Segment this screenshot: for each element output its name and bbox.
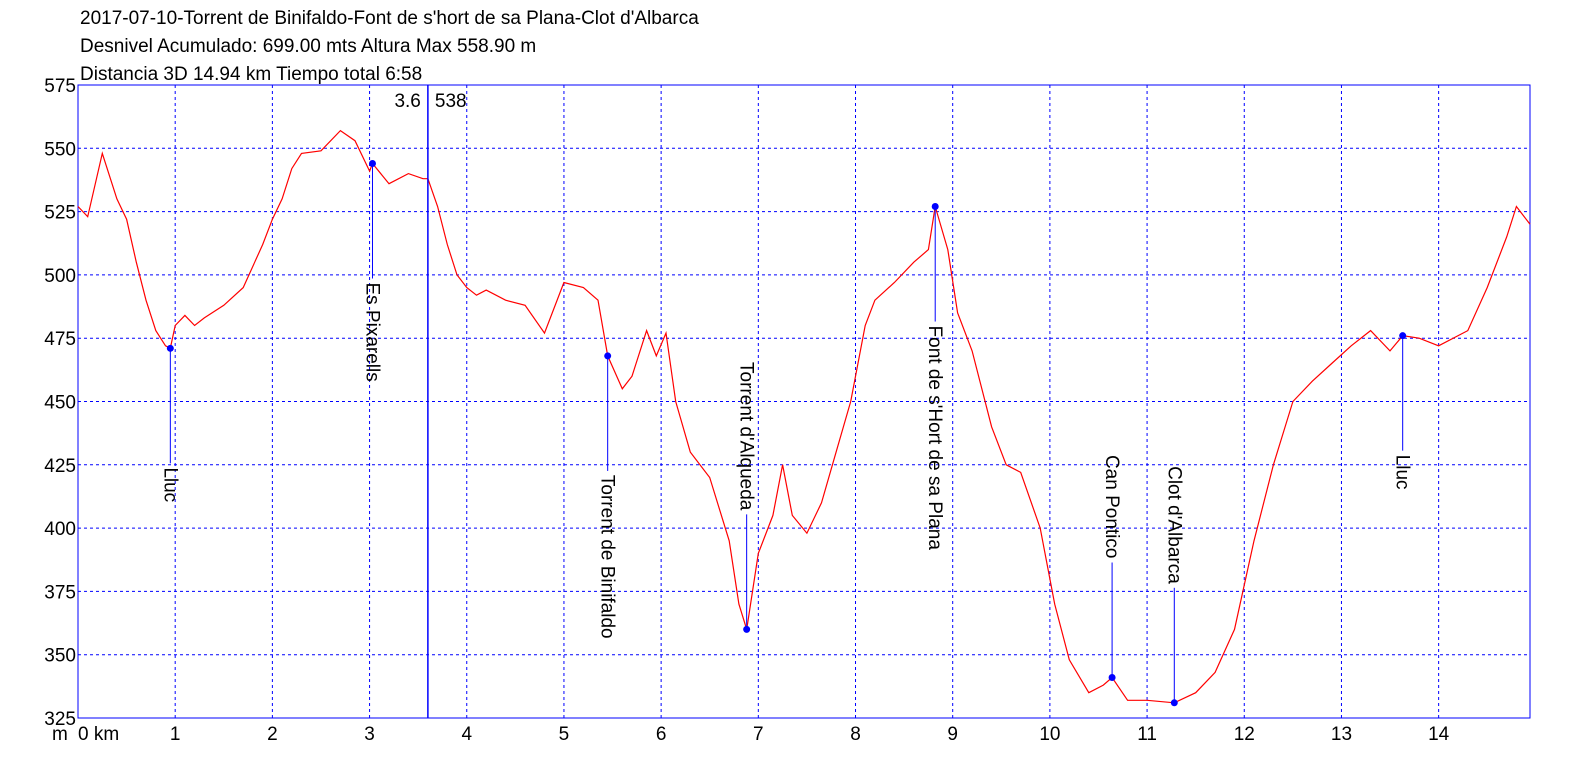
waypoint-label: Can Pontico (1101, 455, 1122, 559)
x-tick-label: 5 (559, 724, 570, 745)
waypoint-marker (1170, 699, 1178, 707)
x-tick-label: 0 km (78, 724, 119, 745)
title-line: Distancia 3D 14.94 km Tiempo total 6:58 (80, 64, 422, 85)
y-tick-label: 550 (44, 139, 76, 160)
waypoint-marker (1108, 673, 1116, 681)
y-tick-label: 525 (44, 203, 76, 224)
x-tick-label: 4 (461, 724, 472, 745)
x-tick-label: 11 (1137, 724, 1157, 745)
title-line: Desnivel Acumulado: 699.00 mts Altura Ma… (80, 36, 536, 57)
plot-frame (77, 84, 1531, 719)
x-tick-label: 8 (850, 724, 861, 745)
y-tick-label: 325 (44, 709, 76, 730)
x-tick-label: 6 (656, 724, 667, 745)
waypoint-label: Lluc (159, 467, 180, 502)
waypoint-label: Font de s'Hort de sa Plana (924, 326, 945, 551)
y-tick-label: 400 (44, 519, 76, 540)
y-tick-label: 425 (44, 456, 76, 477)
y-tick-label: 500 (44, 266, 76, 287)
y-tick-label: 350 (44, 646, 76, 667)
cursor-x-label: 3.6 (394, 91, 420, 112)
x-tick-label: 7 (753, 724, 764, 745)
x-tick-label: 12 (1234, 724, 1255, 745)
waypoint-marker (1399, 332, 1407, 340)
y-tick-label: 375 (44, 582, 76, 603)
x-tick-label: 3 (364, 724, 375, 745)
waypoint-marker (368, 159, 376, 167)
cursor-y-label: 538 (435, 91, 467, 112)
x-tick-label: 13 (1331, 724, 1352, 745)
y-tick-label: 475 (44, 329, 76, 350)
waypoint-marker (604, 352, 612, 360)
waypoint-label: Torrent de Binifaldo (597, 475, 618, 639)
y-tick-label: 450 (44, 393, 76, 414)
y-tick-label: 575 (44, 76, 76, 97)
x-tick-label: 9 (947, 724, 958, 745)
elevation-line (77, 129, 1531, 704)
waypoint-marker (931, 203, 939, 211)
waypoint-label: Lluc (1392, 455, 1413, 490)
waypoint-label: Clot d'Albarca (1163, 466, 1184, 584)
waypoint-label: Es Pixarells (361, 282, 382, 381)
x-tick-label: 1 (170, 724, 181, 745)
waypoint-marker (166, 344, 174, 352)
waypoint-marker (743, 625, 751, 633)
x-tick-label: 10 (1039, 724, 1060, 745)
waypoint-label: Torrent d'Alqueda (736, 362, 757, 511)
title-line: 2017-07-10-Torrent de Binifaldo-Font de … (80, 8, 699, 29)
y-axis-label: m (52, 724, 68, 745)
x-tick-label: 14 (1428, 724, 1450, 745)
x-tick-label: 2 (267, 724, 278, 745)
